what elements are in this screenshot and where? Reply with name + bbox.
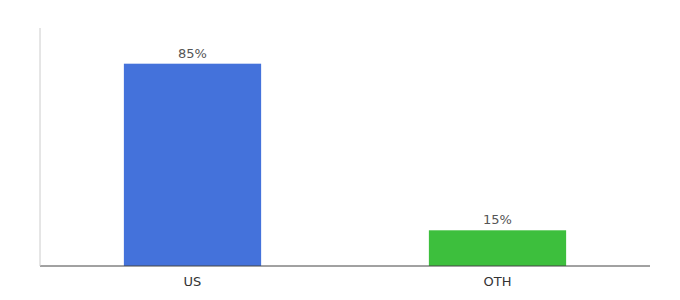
x-tick-label: US [184, 274, 202, 289]
bar [124, 64, 261, 266]
axes: US OTH [40, 28, 650, 289]
data-label: 15% [483, 212, 512, 227]
y-axis-line [40, 28, 41, 266]
bar [429, 230, 566, 266]
x-tick-label: OTH [484, 274, 512, 289]
chart-container: US OTH 85% 15% [0, 0, 680, 300]
data-labels: 85% 15% [178, 46, 512, 228]
chart: US OTH 85% 15% [0, 0, 680, 300]
data-label: 85% [178, 46, 207, 61]
x-axis-line [40, 266, 650, 267]
bars [124, 64, 566, 266]
